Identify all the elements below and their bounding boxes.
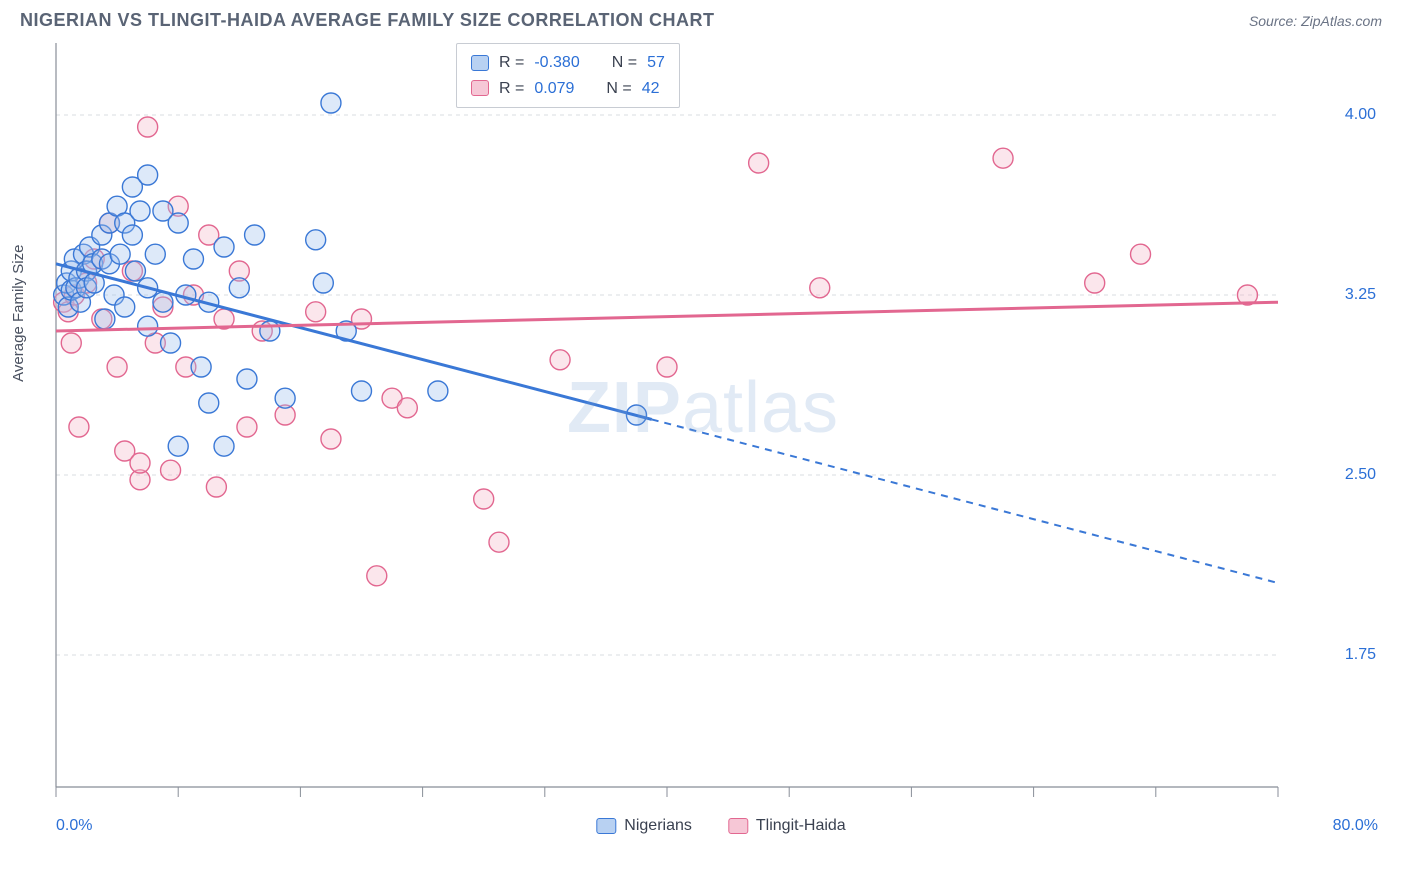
legend-swatch-icon xyxy=(596,818,616,834)
legend-label: Nigerians xyxy=(624,817,692,835)
x-axis-footer: 0.0% Nigerians Tlingit-Haida 80.0% xyxy=(56,817,1386,847)
legend-swatch-icon xyxy=(728,818,748,834)
legend-row: R = 0.079N = 42 xyxy=(471,76,665,102)
scatter-chart xyxy=(20,37,1350,809)
legend-row: R = -0.380N = 57 xyxy=(471,50,665,76)
header: NIGERIAN VS TLINGIT-HAIDA AVERAGE FAMILY… xyxy=(0,0,1406,37)
x-min-label: 0.0% xyxy=(56,817,92,835)
y-axis-label: Average Family Size xyxy=(10,245,27,382)
y-tick: 1.75 xyxy=(1345,646,1376,664)
source-label: Source: ZipAtlas.com xyxy=(1249,13,1382,29)
legend-swatch-icon xyxy=(471,55,489,71)
x-max-label: 80.0% xyxy=(1333,817,1378,835)
legend-swatch-icon xyxy=(471,80,489,96)
correlation-legend: R = -0.380N = 57R = 0.079N = 42 xyxy=(456,43,680,108)
y-tick: 4.00 xyxy=(1345,106,1376,124)
legend-item: Nigerians xyxy=(596,817,692,835)
chart-area: Average Family Size ZIPatlas R = -0.380N… xyxy=(20,37,1386,809)
y-tick: 3.25 xyxy=(1345,286,1376,304)
series-legend: Nigerians Tlingit-Haida xyxy=(596,817,845,835)
y-tick: 2.50 xyxy=(1345,466,1376,484)
legend-label: Tlingit-Haida xyxy=(756,817,846,835)
chart-title: NIGERIAN VS TLINGIT-HAIDA AVERAGE FAMILY… xyxy=(20,10,715,31)
legend-item: Tlingit-Haida xyxy=(728,817,846,835)
